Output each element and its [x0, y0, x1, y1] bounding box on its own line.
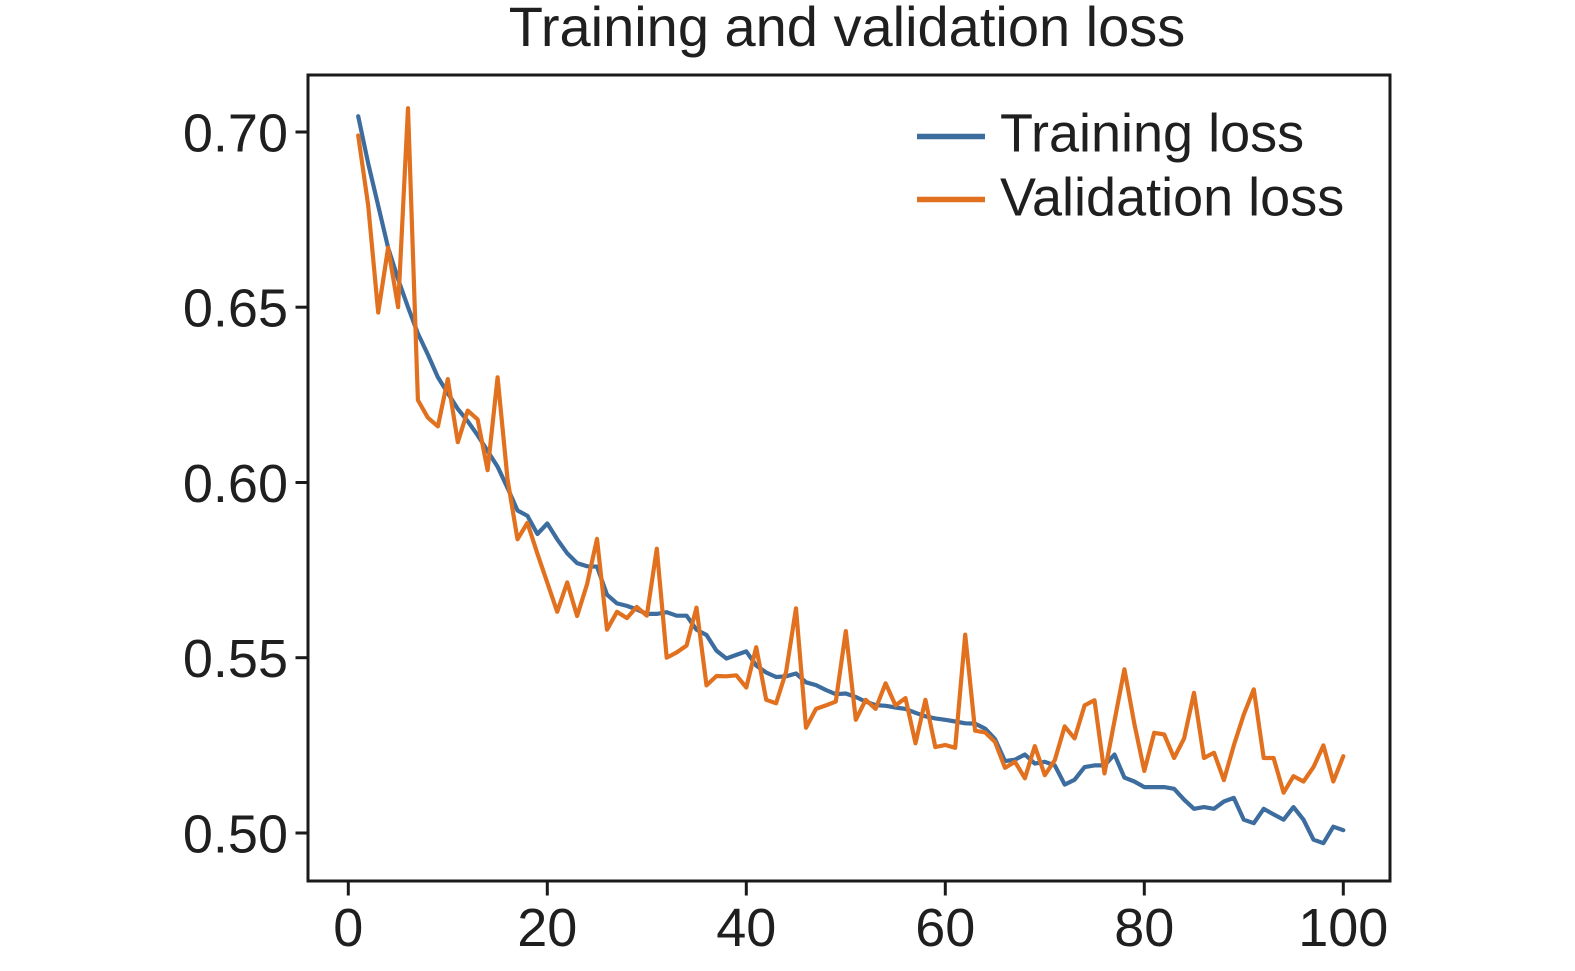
svg-text:0: 0 — [333, 898, 363, 958]
svg-text:20: 20 — [517, 898, 577, 958]
svg-text:0.50: 0.50 — [183, 805, 288, 865]
svg-text:100: 100 — [1298, 898, 1388, 958]
svg-text:0.70: 0.70 — [183, 104, 288, 164]
svg-text:40: 40 — [716, 898, 776, 958]
svg-text:0.65: 0.65 — [183, 279, 288, 339]
svg-text:0.55: 0.55 — [183, 629, 288, 689]
svg-text:0.60: 0.60 — [183, 454, 288, 514]
svg-text:Validation loss: Validation loss — [1000, 168, 1344, 228]
svg-text:Training loss: Training loss — [1000, 104, 1304, 164]
svg-text:Training and validation loss: Training and validation loss — [509, 0, 1186, 58]
svg-text:60: 60 — [915, 898, 975, 958]
svg-text:80: 80 — [1114, 898, 1174, 958]
